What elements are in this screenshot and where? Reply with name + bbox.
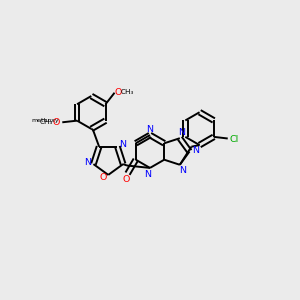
Text: Cl: Cl: [230, 135, 239, 144]
Text: CH₃: CH₃: [40, 119, 53, 125]
Text: O: O: [114, 88, 122, 97]
Text: N: N: [179, 166, 186, 175]
Text: N: N: [144, 170, 151, 179]
Text: N: N: [193, 146, 200, 155]
Text: N: N: [178, 128, 185, 137]
Text: O: O: [52, 118, 59, 127]
Text: N: N: [146, 124, 154, 134]
Text: methoxy: methoxy: [31, 118, 59, 123]
Text: O: O: [122, 175, 130, 184]
Text: N: N: [84, 158, 91, 167]
Text: N: N: [119, 140, 126, 149]
Text: O: O: [99, 173, 106, 182]
Text: CH₃: CH₃: [120, 89, 134, 95]
